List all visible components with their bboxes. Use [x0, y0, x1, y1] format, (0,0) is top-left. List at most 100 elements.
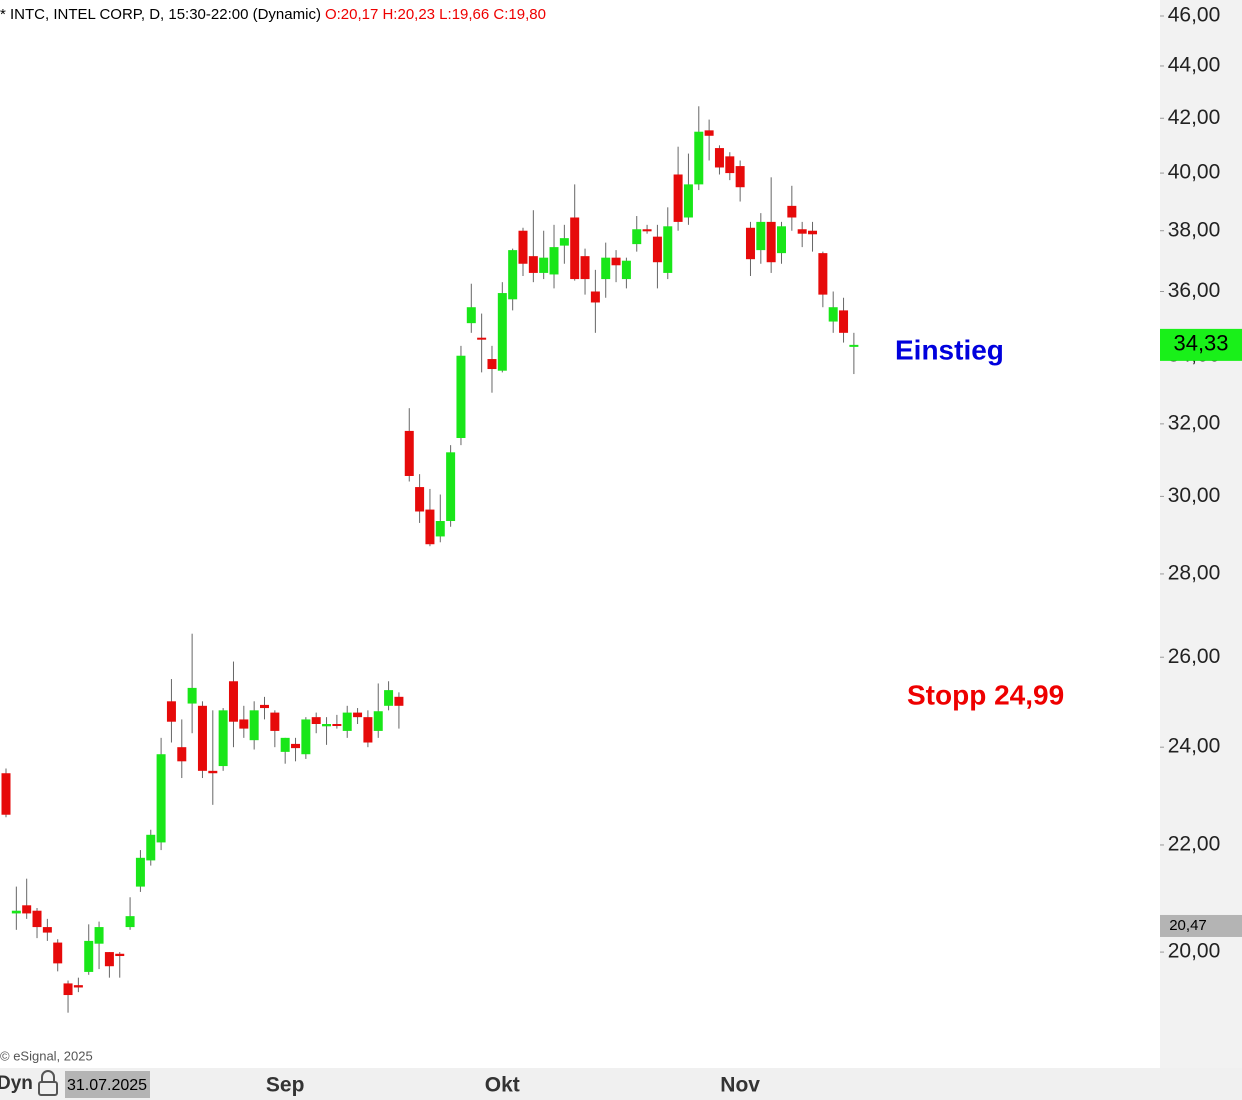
candle-body [642, 229, 652, 232]
candle-body [570, 217, 580, 280]
annotation: Stopp 24,99 [907, 679, 1064, 710]
y-tick-label: 32,00 [1168, 411, 1221, 434]
y-tick-label: 26,00 [1168, 645, 1221, 668]
candle-body [187, 687, 197, 704]
candle-body [497, 293, 507, 371]
candle-body [301, 719, 311, 755]
y-tick-label: 38,00 [1168, 218, 1221, 241]
x-tick-label: Okt [485, 1074, 520, 1097]
y-tick-label: 40,00 [1168, 161, 1221, 184]
candle-body [332, 724, 342, 727]
candle-body [704, 130, 714, 136]
y-tick-label: 36,00 [1168, 279, 1221, 302]
candle-body [42, 927, 52, 933]
candle-body [766, 221, 776, 263]
candle-body [425, 509, 435, 545]
candle-body [63, 983, 73, 996]
candle-body [528, 256, 538, 273]
candle-body [477, 337, 487, 340]
candle-body [342, 712, 352, 731]
candle-body [156, 754, 166, 843]
candle-body [466, 307, 476, 324]
candle-body [135, 857, 145, 887]
candle-body [311, 717, 321, 725]
candle-body [652, 236, 662, 263]
candle-body [280, 737, 290, 752]
y-tick-label: 22,00 [1168, 833, 1221, 856]
copyright: © eSignal, 2025 [0, 1048, 93, 1063]
price-label-box [1160, 328, 1242, 361]
lock-icon [38, 1070, 58, 1096]
candle-body [797, 229, 807, 234]
candle-body [125, 916, 135, 928]
y-tick-label: 44,00 [1168, 54, 1221, 77]
annotation: Einstieg [895, 334, 1004, 365]
y-tick-label: 30,00 [1168, 484, 1221, 507]
candle-body [94, 927, 104, 944]
candle-body [104, 952, 114, 967]
y-tick-label: 20,00 [1168, 940, 1221, 963]
candle-body [115, 953, 125, 957]
y-tick-label: 46,00 [1168, 4, 1221, 27]
candle-body [11, 910, 21, 914]
candle-body [663, 226, 673, 273]
cursor-date-bg [65, 1071, 150, 1098]
candle-body [590, 291, 600, 303]
candle-body [549, 247, 559, 275]
candle-body [518, 230, 528, 264]
candle-body [632, 229, 642, 245]
candle-body [601, 257, 611, 280]
candle-body [1, 773, 11, 815]
candle-body [725, 156, 735, 174]
candle-body [808, 230, 818, 235]
candle-body [249, 710, 259, 741]
candle-body [291, 743, 301, 749]
candle-body [849, 344, 859, 347]
candle-body [166, 701, 176, 722]
y-tick-label: 42,00 [1168, 106, 1221, 129]
candle-body [394, 696, 404, 706]
candle-body [611, 257, 621, 266]
candle-body [384, 690, 394, 706]
candle-body [787, 205, 797, 218]
candle-body [197, 705, 207, 771]
y-tick-label: 24,00 [1168, 735, 1221, 758]
candle-body [818, 253, 828, 295]
candle-body [177, 747, 187, 762]
candle-body [745, 227, 755, 260]
candle-body [714, 148, 724, 168]
candle-body [673, 174, 683, 222]
candle-body [839, 310, 849, 333]
candle-body [580, 256, 590, 280]
candle-body [84, 940, 94, 972]
time-axis-bg [0, 1068, 1242, 1100]
candle-body [270, 712, 280, 731]
candle-body [22, 905, 32, 914]
candle-body [694, 131, 704, 185]
candle-body [32, 910, 42, 928]
candle-body [73, 985, 83, 988]
cursor-date: 31.07.2025 [67, 1077, 147, 1094]
candle-body [487, 359, 497, 370]
candle-body [559, 238, 569, 246]
candle-body [363, 717, 373, 743]
price-label-box [1160, 914, 1242, 937]
candle-body [404, 430, 414, 476]
candle-body [539, 257, 549, 273]
candle-body [621, 260, 631, 280]
candle-body [828, 307, 838, 322]
candle-body [373, 711, 383, 731]
candle-body [777, 226, 786, 254]
candle-body [208, 770, 218, 774]
time-mode: Dyn [0, 1073, 33, 1094]
candle-body [756, 221, 766, 251]
candle-body [683, 184, 693, 218]
candle-body [415, 487, 425, 512]
x-tick-label: Sep [266, 1074, 305, 1097]
candle-body [353, 712, 363, 718]
candle-body [53, 942, 63, 964]
candle-body [435, 521, 445, 537]
candle-body [260, 704, 269, 709]
candle-body [218, 710, 228, 767]
